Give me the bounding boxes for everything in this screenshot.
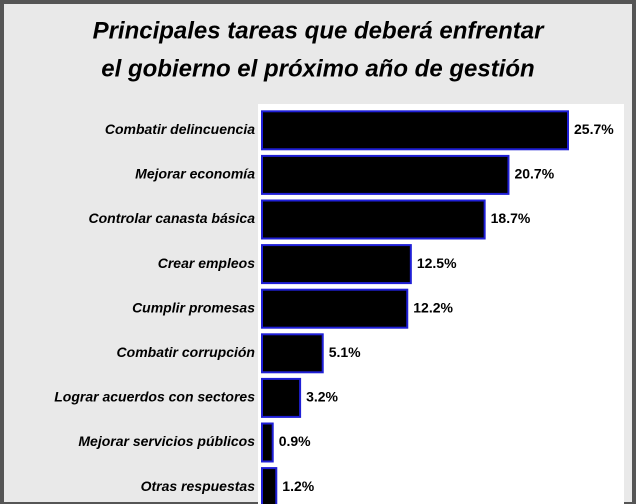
category-label: Cumplir promesas: [132, 299, 255, 315]
value-label: 3.2%: [306, 389, 338, 405]
category-label: Crear empleos: [158, 255, 255, 271]
value-label: 1.2%: [282, 478, 314, 494]
category-label: Otras respuestas: [141, 478, 256, 494]
value-label: 5.1%: [329, 344, 361, 360]
category-label: Lograr acuerdos con sectores: [54, 389, 255, 405]
value-label: 25.7%: [574, 121, 614, 137]
value-label: 12.5%: [417, 255, 457, 271]
category-label: Mejorar servicios públicos: [78, 433, 255, 449]
category-label: Mejorar economía: [135, 166, 255, 182]
value-label: 12.2%: [413, 299, 453, 315]
bar: [261, 333, 324, 374]
chart-title: Principales tareas que deberá enfrentar: [93, 17, 546, 44]
bar: [261, 467, 278, 504]
category-label: Combatir corrupción: [117, 344, 255, 360]
value-label: 0.9%: [279, 433, 311, 449]
bar: [261, 422, 274, 463]
bar: [261, 110, 569, 151]
value-label: 20.7%: [514, 166, 554, 182]
value-label: 18.7%: [491, 210, 531, 226]
category-label: Combatir delincuencia: [105, 121, 255, 137]
bar: [261, 288, 409, 329]
bar: [261, 199, 486, 240]
chart-title: el gobierno el próximo año de gestión: [101, 55, 534, 82]
category-label: Controlar canasta básica: [88, 210, 255, 226]
bar: [261, 154, 510, 195]
bar: [261, 377, 302, 418]
bar: [261, 244, 412, 285]
